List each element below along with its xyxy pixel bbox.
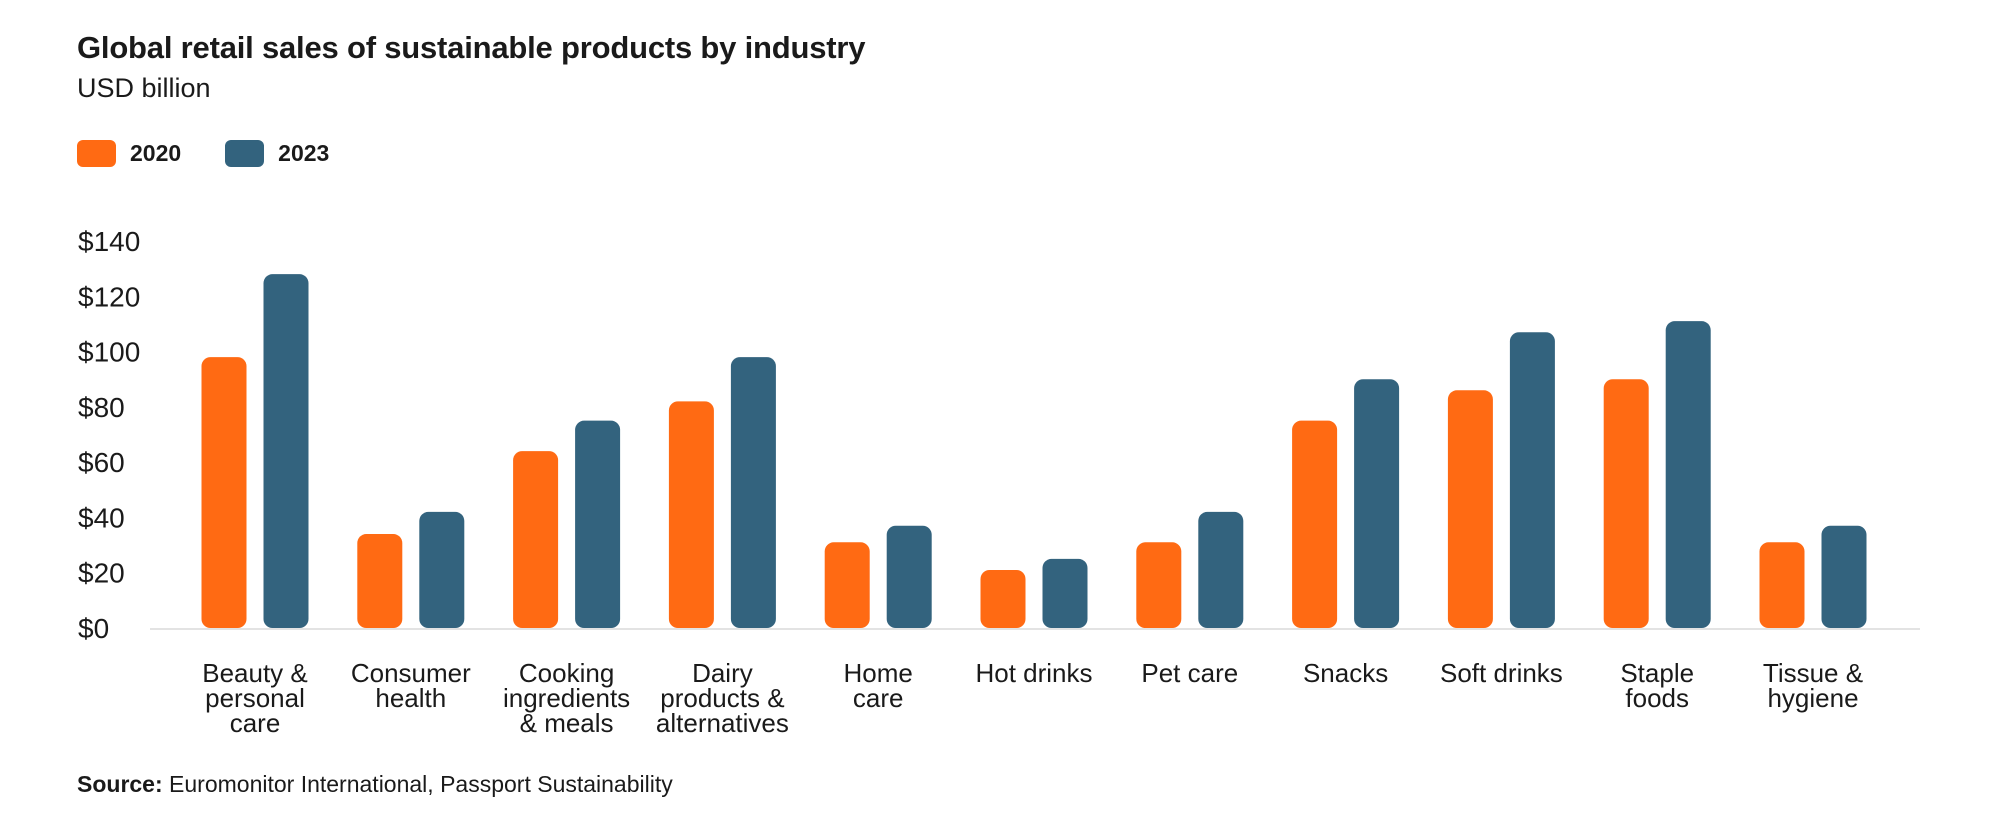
bar-2020-soft-drinks [1447, 390, 1493, 628]
y-tick-label: $80 [78, 392, 125, 423]
x-tick-label: Tissue & hygiene [1763, 658, 1863, 713]
y-tick-label: $100 [78, 337, 140, 368]
y-tick-label: $40 [78, 502, 125, 533]
bar-2023-consumer-health [419, 511, 465, 628]
x-tick-label: Soft drinks [1440, 658, 1563, 688]
y-tick-label: $120 [78, 281, 140, 312]
x-tick-label: Snacks [1303, 658, 1388, 688]
legend-swatch-2023 [225, 140, 265, 167]
bar-2023-home-care [886, 525, 932, 628]
bar-2023-tissue-hygiene [1821, 525, 1867, 628]
x-tick-label: Consumer health [351, 658, 471, 713]
bar-2020-consumer-health [357, 534, 403, 628]
x-tick-label: Pet care [1141, 658, 1238, 688]
x-tick-label: Beauty & personal care [202, 658, 308, 738]
x-tick-label: Cooking ingredients & meals [503, 658, 630, 738]
chart-title: Global retail sales of sustainable produ… [77, 30, 866, 65]
x-tick-label: Home care [844, 658, 913, 713]
bar-2023-hot-drinks [1042, 558, 1088, 628]
bar-2023-pet-care [1198, 511, 1244, 628]
bar-2023-staple-foods [1665, 321, 1711, 628]
source-text: Euromonitor International, Passport Sust… [162, 771, 673, 797]
bar-2020-tissue-hygiene [1759, 542, 1805, 628]
x-tick-label: Dairy products & alternatives [656, 658, 789, 738]
legend-item-2023: 2023 [225, 140, 329, 167]
bar-2023-cooking-ingredients-meals [575, 420, 621, 628]
bar-2020-hot-drinks [980, 569, 1026, 628]
y-tick-label: $20 [78, 558, 125, 589]
bar-2023-snacks [1354, 379, 1400, 628]
legend-label-2023: 2023 [278, 140, 330, 166]
source-label: Source: [77, 771, 163, 797]
x-tick-label: Hot drinks [975, 658, 1092, 688]
bar-2020-cooking-ingredients-meals [513, 451, 559, 628]
bar-2020-home-care [824, 542, 870, 628]
bar-2020-beauty-personal-care [201, 357, 247, 628]
y-tick-label: $60 [78, 447, 125, 478]
legend-swatch-2020 [77, 140, 116, 167]
bar-2023-beauty-personal-care [263, 274, 309, 628]
source-note: Source: Euromonitor International, Passp… [77, 771, 673, 798]
bar-2023-dairy-products-alternatives [730, 357, 776, 628]
bar-2020-dairy-products-alternatives [668, 401, 714, 628]
bar-2020-staple-foods [1603, 379, 1649, 628]
legend-item-2020: 2020 [77, 140, 181, 167]
bar-2020-pet-care [1136, 542, 1182, 628]
bar-2023-soft-drinks [1509, 332, 1555, 628]
x-tick-label: Staple foods [1620, 658, 1694, 713]
bar-2020-snacks [1292, 420, 1338, 628]
y-tick-label: $140 [78, 226, 140, 257]
y-tick-label: $0 [78, 613, 109, 644]
legend-label-2020: 2020 [130, 140, 182, 166]
chart-subtitle: USD billion [77, 73, 211, 103]
legend: 2020 2023 [77, 140, 329, 167]
